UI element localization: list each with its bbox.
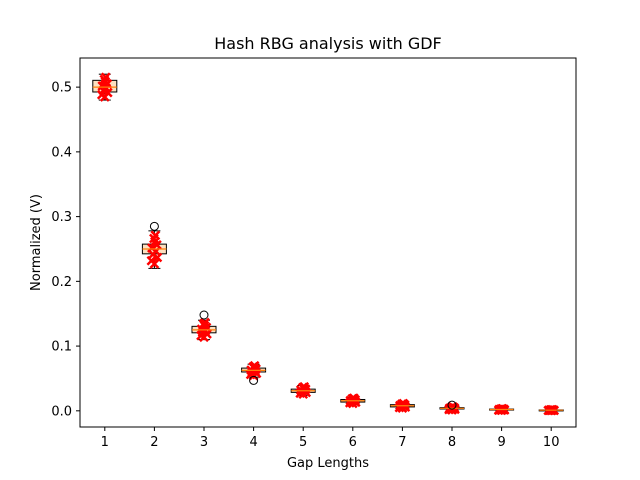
x-tick-label: 1 [101, 435, 109, 450]
y-axis-label: Normalized (V) [29, 194, 44, 291]
x-tick-label: 8 [448, 435, 456, 450]
x-tick-label: 9 [497, 435, 505, 450]
y-tick-label: 0.5 [51, 81, 72, 96]
box-8 [440, 401, 464, 414]
chart-title: Hash RBG analysis with GDF [214, 34, 442, 53]
plot-area [93, 73, 563, 414]
x-tick-label: 3 [200, 435, 208, 450]
outlier-point [150, 222, 158, 230]
box-2 [142, 222, 166, 268]
box-4 [242, 362, 266, 385]
box-9 [490, 405, 514, 415]
y-tick-label: 0.0 [51, 404, 72, 419]
y-tick-label: 0.1 [51, 340, 72, 355]
x-axis: 1 2 3 4 5 6 7 8 9 10 [101, 427, 560, 450]
x-tick-label: 2 [150, 435, 158, 450]
y-tick-label: 0.3 [51, 210, 72, 225]
box-7 [390, 399, 414, 412]
x-axis-label: Gap Lengths [287, 456, 369, 471]
x-tick-label: 10 [543, 435, 560, 450]
x-tick-label: 7 [398, 435, 406, 450]
y-axis: 0.0 0.1 0.2 0.3 0.4 0.5 [51, 81, 80, 420]
outlier-point [200, 311, 208, 319]
y-tick-label: 0.2 [51, 275, 72, 290]
box-3 [192, 311, 216, 341]
y-tick-label: 0.4 [51, 145, 72, 160]
box-6 [341, 394, 365, 407]
x-tick-label: 6 [349, 435, 357, 450]
x-tick-label: 4 [249, 435, 257, 450]
box-5 [291, 383, 315, 398]
box-10 [539, 406, 563, 415]
box-1 [93, 73, 117, 101]
x-tick-label: 5 [299, 435, 307, 450]
